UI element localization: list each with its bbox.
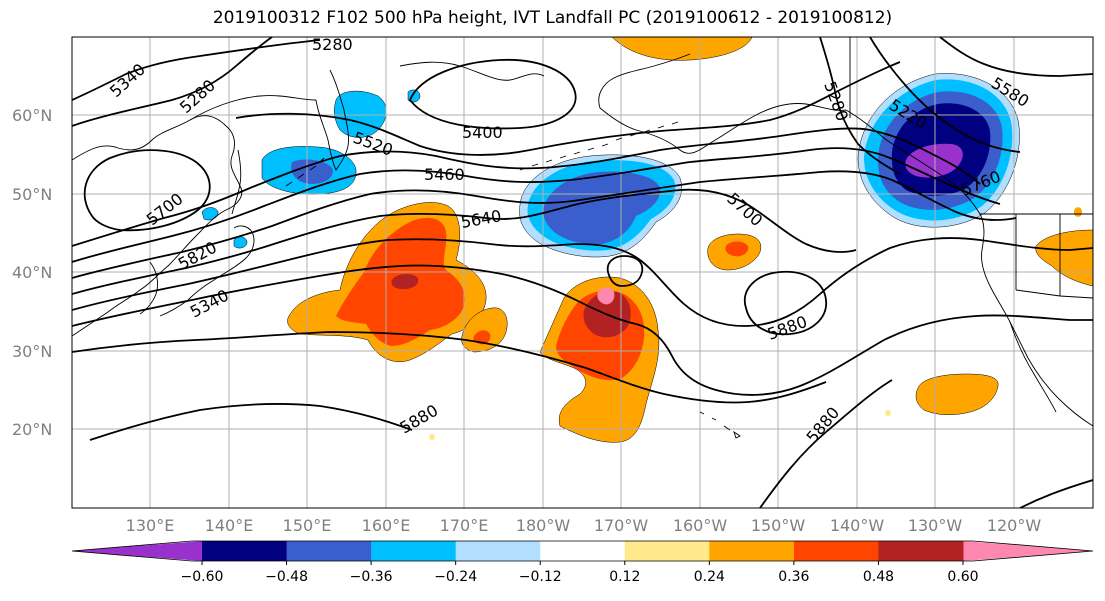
- ivt-positive-region: [597, 287, 615, 305]
- contour-label: 5400: [462, 123, 503, 142]
- colorbar-segment: [371, 541, 457, 561]
- lon-tick-label: 160°W: [673, 516, 728, 535]
- colorbar-tick-label: 0.36: [778, 569, 809, 585]
- ivt-positive-region: [915, 373, 999, 415]
- colorbar-tick-label: −0.12: [519, 569, 562, 585]
- lon-tick-label: 120°W: [987, 516, 1042, 535]
- colorbar-segment: [878, 541, 964, 561]
- lat-tick-label: 60°N: [12, 106, 52, 125]
- lon-tick-label: 150°E: [283, 516, 332, 535]
- colorbar-segment: [709, 541, 795, 561]
- ivt-positive-region: [885, 410, 891, 416]
- lon-tick-label: 140°W: [830, 516, 885, 535]
- lon-tick-label: 160°E: [362, 516, 411, 535]
- contour-label: 5460: [424, 165, 465, 184]
- colorbar-tick-label: 0.12: [609, 569, 640, 585]
- lat-tick-label: 40°N: [12, 263, 52, 282]
- lat-tick-label: 20°N: [12, 420, 52, 439]
- lon-tick-label: 130°W: [908, 516, 963, 535]
- colorbar-segment: [286, 541, 372, 561]
- ivt-negative-region: [543, 171, 661, 245]
- lat-tick-label: 50°N: [12, 185, 52, 204]
- ivt-negative-region: [905, 143, 963, 178]
- colorbar-extend-low: [72, 541, 202, 561]
- ivt-positive-region: [391, 274, 419, 290]
- colorbar-tick-label: −0.36: [350, 569, 393, 585]
- lon-tick-label: 170°E: [440, 516, 489, 535]
- map-title: 2019100312 F102 500 hPa height, IVT Land…: [212, 8, 893, 28]
- map-border: [71, 36, 1094, 509]
- colorbar-segment: [793, 541, 879, 561]
- lon-tick-label: 130°E: [126, 516, 175, 535]
- colorbar-segment: [624, 541, 710, 561]
- colorbar-outline: [71, 540, 1094, 562]
- colorbar-tick-label: 0.24: [694, 569, 725, 585]
- colorbar-tick-label: −0.48: [265, 569, 308, 585]
- colorbar-segment: [202, 541, 288, 561]
- colorbar-tick-label: −0.24: [434, 569, 477, 585]
- contour-label: 5280: [312, 35, 353, 54]
- ivt-positive-region: [473, 330, 491, 345]
- ivt-negative-region: [201, 207, 219, 221]
- ivt-positive-region: [611, 37, 753, 61]
- colorbar-tick-label: −0.60: [181, 569, 224, 585]
- height-contours: [72, 37, 1093, 508]
- colorbar-extend-high: [963, 541, 1093, 561]
- lon-tick-label: 180°W: [516, 516, 571, 535]
- lon-tick-label: 140°E: [205, 516, 254, 535]
- colorbar-segment: [540, 541, 626, 561]
- colorbar-segment: [455, 541, 541, 561]
- lon-tick-label: 170°W: [594, 516, 649, 535]
- colorbar-tick-label: 0.60: [947, 569, 978, 585]
- ivt-negative-region: [291, 159, 333, 184]
- colorbar: −0.60 −0.48 −0.36 −0.24 −0.12 0.12 0.24 0.36 0.4…: [71, 540, 1094, 585]
- lat-tick-label: 30°N: [12, 342, 52, 361]
- ivt-positive-region: [1074, 207, 1082, 217]
- ivt-positive-region: [429, 434, 435, 440]
- lat-tick-labels: 20°N 30°N 40°N 50°N 60°N: [12, 106, 52, 439]
- colorbar-tick-label: 0.48: [863, 569, 894, 585]
- ivt-positive-region: [725, 241, 749, 257]
- ivt-negative-region: [233, 236, 248, 249]
- lon-tick-label: 150°W: [751, 516, 806, 535]
- lon-tick-labels: 130°E 140°E 150°E 160°E 170°E 180°W 170°…: [126, 516, 1042, 535]
